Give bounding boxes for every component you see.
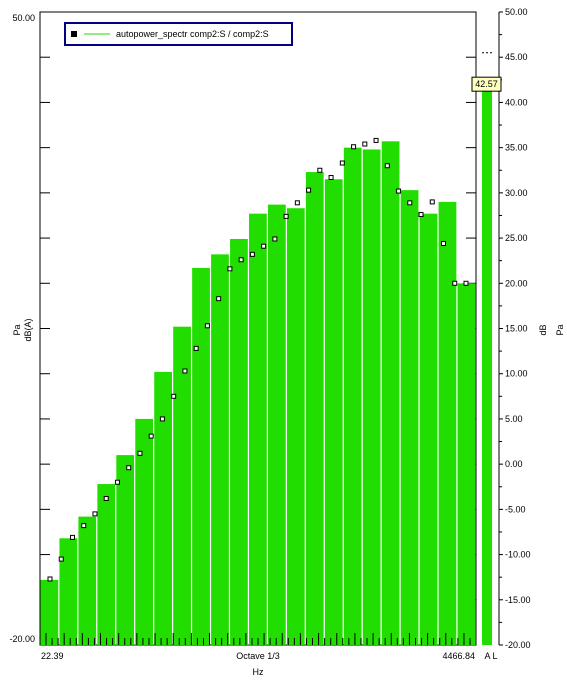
spectrum-marker — [429, 199, 435, 205]
spectrum-marker — [92, 511, 98, 517]
right-tick-label: -15.00 — [505, 595, 531, 605]
x-axis-title: Octave 1/3 — [236, 651, 280, 661]
spectrum-marker — [227, 266, 233, 272]
spectrum-marker — [339, 160, 345, 166]
right-tick-label: 35.00 — [505, 143, 528, 153]
spectrum-marker — [351, 144, 357, 150]
spectrum-marker — [216, 296, 222, 302]
spectrum-marker — [396, 188, 402, 194]
spectrum-marker — [182, 368, 188, 374]
spectrum-marker — [159, 416, 165, 422]
right-label-pa: Pa — [555, 324, 565, 335]
spectrum-marker — [126, 465, 132, 471]
spectrum-bars — [40, 141, 476, 646]
spectrum-bar — [211, 254, 229, 645]
y-label-dba: dB(A) — [23, 318, 33, 341]
legend-entry: autopower_spectr comp2:S / comp2:S — [116, 29, 269, 39]
spectrum-bar — [78, 516, 97, 645]
spectrum-bar — [59, 538, 78, 645]
spectrum-marker — [272, 236, 278, 242]
right-tick-label: 30.00 — [505, 188, 528, 198]
spectrum-marker — [114, 479, 120, 485]
spectrum-marker — [294, 200, 300, 206]
spectrum-markers — [47, 137, 469, 582]
spectrum-marker — [238, 257, 244, 263]
spectrum-marker — [47, 576, 53, 582]
spectrum-bar — [305, 172, 324, 645]
y-label-pa: Pa — [12, 324, 22, 335]
spectrum-bar — [343, 147, 362, 645]
spectrum-bar — [154, 371, 172, 645]
right-axis-ticks: 50.00 45.00 40.00 35.00 30.00 25.00 20.00 15.00… — [499, 7, 531, 650]
spectrum-marker — [373, 137, 379, 143]
spectrum-bar — [286, 208, 305, 646]
right-tick-label: -5.00 — [505, 504, 526, 514]
right-tick-label: 0.00 — [505, 459, 523, 469]
spectrum-bar — [438, 201, 457, 645]
spectrum-bar — [135, 418, 154, 645]
spectrum-marker — [283, 213, 289, 219]
level-meter-value-box — [471, 76, 502, 92]
spectrum-marker — [317, 167, 323, 173]
right-tick-label: 25.00 — [505, 233, 528, 243]
spectrum-marker — [81, 523, 87, 529]
spectrum-bar — [381, 141, 400, 645]
spectrum-marker — [452, 280, 458, 286]
spectrum-bar — [324, 179, 343, 646]
spectrum-marker — [362, 141, 368, 147]
spectrum-marker — [69, 534, 75, 540]
x-end-label: 4466.84 — [442, 651, 475, 661]
level-meter-value: 42.57 — [475, 79, 498, 89]
spectrum-marker — [261, 243, 267, 249]
spectrum-bar — [249, 213, 267, 646]
spectrum-bar — [230, 238, 248, 645]
spectrum-marker — [328, 174, 334, 180]
spectrum-marker — [103, 496, 109, 502]
x-unit-label: Hz — [253, 667, 264, 677]
right-tick-label: 40.00 — [505, 97, 528, 107]
spectrum-marker — [171, 393, 177, 399]
spectrum-marker — [148, 433, 154, 439]
spectrum-marker — [137, 450, 143, 456]
right-tick-label: 50.00 — [505, 7, 528, 17]
spectrum-marker — [249, 251, 255, 257]
right-tick-label: 5.00 — [505, 414, 523, 424]
spectrum-bar — [457, 283, 476, 645]
spectrum-bar — [400, 190, 419, 645]
spectrum-marker — [193, 345, 199, 351]
spectrum-bar — [40, 579, 59, 645]
spectrum-bar — [116, 455, 135, 645]
spectrum-bar — [267, 204, 286, 645]
spectrum-bar — [419, 213, 438, 646]
y-max-label: 50.00 — [12, 13, 35, 23]
right-tick-label: 10.00 — [505, 369, 528, 379]
spectrum-marker — [418, 212, 424, 218]
x-start-label: 22.39 — [41, 651, 64, 661]
spectrum-marker — [306, 187, 312, 193]
spectrum-marker — [463, 280, 469, 286]
spectrum-bar — [97, 484, 116, 645]
right-tick-label: 15.00 — [505, 324, 528, 334]
legend-box — [64, 22, 293, 46]
right-label-db: dB — [538, 324, 548, 335]
meter-channel-label: A L — [484, 651, 497, 661]
spectrum-bar — [362, 149, 381, 646]
y-min-label: -20.00 — [9, 634, 35, 644]
right-tick-label: -10.00 — [505, 550, 531, 560]
level-meter-bar — [482, 79, 492, 646]
spectrum-marker — [441, 240, 447, 246]
legend-marker-icon — [71, 31, 77, 37]
spectrum-bar — [173, 326, 191, 645]
spectrum-marker — [407, 200, 413, 206]
bottom-axis-ticks — [45, 633, 471, 645]
spectrum-marker — [58, 556, 64, 562]
right-tick-label: 45.00 — [505, 52, 528, 62]
right-tick-label: 20.00 — [505, 278, 528, 288]
spectrum-bar — [192, 267, 210, 645]
spectrum-marker — [384, 163, 390, 169]
right-tick-label: -20.00 — [505, 640, 531, 650]
spectrum-marker — [204, 323, 210, 329]
